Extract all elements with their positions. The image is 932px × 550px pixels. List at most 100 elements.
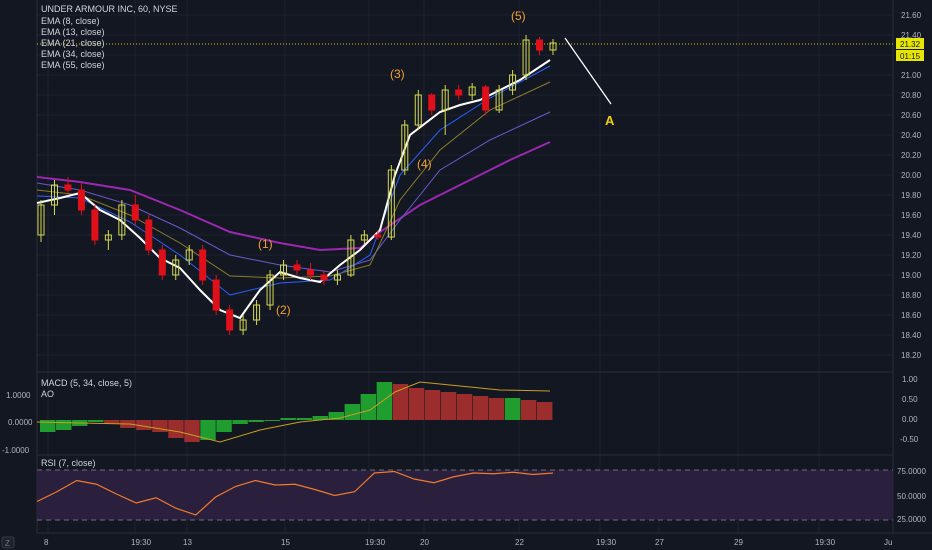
legend-ema8[interactable]: EMA (8, close): [41, 16, 100, 26]
macd-bar: [360, 394, 377, 420]
time-tick: 19:30: [815, 538, 836, 547]
last-price-value: 21.32: [900, 40, 921, 49]
price-tick: 20.40: [901, 131, 922, 140]
time-tick: 19:30: [131, 538, 152, 547]
candle-body: [158, 249, 166, 276]
macd-left-tick: 1.0000: [6, 391, 31, 400]
candle-body: [64, 184, 72, 191]
candle-body: [293, 264, 301, 271]
time-tick: 19:30: [596, 538, 617, 547]
candles: [37, 35, 557, 335]
price-tick: 21.40: [901, 31, 922, 40]
macd-bar: [312, 416, 328, 420]
candle-body: [185, 249, 193, 261]
candle-body: [536, 39, 544, 51]
price-tick: 18.80: [901, 291, 922, 300]
candle-body: [320, 274, 328, 281]
candle-body: [374, 234, 382, 238]
time-tick: 8: [44, 538, 49, 547]
macd-bar: [280, 418, 296, 420]
macd-right-tick: 1.00: [902, 375, 918, 384]
candle-body: [401, 124, 409, 171]
ema8-line: [36, 59, 551, 320]
macd-bar: [392, 384, 409, 420]
macd-bar: [104, 420, 120, 424]
candle-body: [212, 279, 220, 311]
macd-bar: [536, 402, 553, 420]
legend-ema55[interactable]: EMA (55, close): [41, 60, 105, 70]
macd-bar: [328, 412, 344, 420]
grid-lines: [37, 0, 893, 533]
macd-histogram: [40, 382, 553, 442]
rsi-line: [36, 470, 554, 516]
timezone-button[interactable]: [1, 536, 15, 549]
candle-body: [37, 204, 45, 236]
macd-bar: [136, 420, 152, 430]
macd-bar: [424, 390, 441, 420]
candle-body: [428, 94, 436, 111]
macd-right-tick: -0.50: [900, 435, 919, 444]
wave-label-5: (5): [511, 9, 526, 23]
candle-body: [104, 234, 112, 241]
wave-label-1: (1): [258, 237, 273, 251]
price-tick: 20.20: [901, 151, 922, 160]
candle-body: [549, 42, 557, 51]
candle-body: [50, 184, 58, 206]
rsi-title[interactable]: RSI (7, close): [41, 458, 96, 468]
wave-label-2: (2): [276, 303, 291, 317]
legend-ema21[interactable]: EMA (21, close): [41, 38, 105, 48]
price-tick: 20.60: [901, 111, 922, 120]
time-tick: Ju: [884, 538, 892, 547]
projection-line[interactable]: [564, 37, 612, 105]
wave-label-4: (4): [417, 157, 432, 171]
time-tick: 20: [420, 538, 429, 547]
candle-body: [495, 89, 503, 111]
candle-body: [441, 89, 449, 111]
candle-body: [145, 219, 153, 251]
macd-bar: [504, 398, 521, 420]
macd-bar: [488, 398, 505, 420]
candle-body: [333, 274, 341, 281]
price-tick: 19.80: [901, 191, 922, 200]
macd-bar: [56, 420, 72, 430]
last-price-badge: [896, 38, 924, 49]
legend-ema13[interactable]: EMA (13, close): [41, 27, 105, 37]
time-axis[interactable]: 8 19:30 13 15 19:30 20 22 19:30 27 29 19:30 Ju: [44, 538, 892, 547]
timezone-button-label: Z: [5, 539, 10, 548]
macd-bar: [520, 400, 537, 420]
candle-body: [253, 304, 261, 321]
macd-bar: [456, 394, 473, 420]
time-tick: 13: [183, 538, 192, 547]
macd-title[interactable]: MACD (5, 34, close, 5): [41, 378, 132, 388]
candle-body: [199, 249, 207, 281]
time-tick: 22: [515, 538, 524, 547]
rsi-band: [37, 470, 893, 520]
price-tick: 20.00: [901, 171, 922, 180]
candle-body: [414, 94, 422, 126]
macd-signal-line: [36, 381, 551, 443]
candle-body: [77, 189, 85, 211]
price-axis[interactable]: 21.6021.4021.2021.0020.8020.6020.4020.20…: [901, 11, 922, 360]
rsi-tick: 50.0000: [897, 492, 926, 501]
candle-body: [509, 74, 517, 91]
rsi-tick: 75.0000: [897, 467, 926, 476]
time-tick: 27: [655, 538, 664, 547]
candle-body: [347, 239, 355, 276]
candle-body: [172, 259, 180, 276]
candle-body: [226, 309, 234, 331]
price-tick: 19.20: [901, 251, 922, 260]
macd-bar: [440, 392, 457, 420]
macd-left-tick: 0.0000: [8, 418, 33, 427]
price-tick: 19.40: [901, 231, 922, 240]
countdown-badge: [896, 50, 924, 61]
ao-title[interactable]: AO: [41, 389, 54, 399]
legend-ema34[interactable]: EMA (34, close): [41, 49, 105, 59]
time-tick: 29: [734, 538, 743, 547]
wave-label-a: A: [605, 113, 615, 128]
macd-left-tick: -1.0000: [2, 446, 30, 455]
candle-body: [455, 89, 463, 96]
macd-bar: [344, 404, 361, 420]
macd-bar: [88, 420, 104, 422]
price-tick: 21.60: [901, 11, 922, 20]
